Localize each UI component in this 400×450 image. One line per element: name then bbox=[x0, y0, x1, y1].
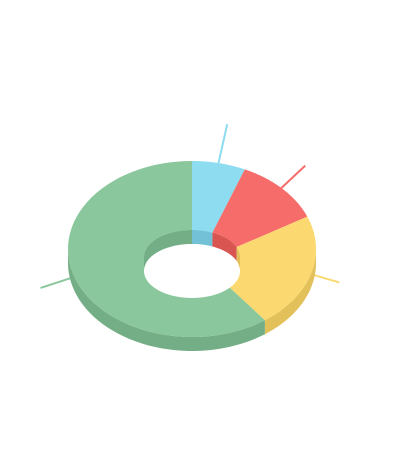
slice-1[interactable] bbox=[192, 161, 245, 233]
slice-2[interactable] bbox=[212, 169, 308, 248]
slice-inner-wall-3 bbox=[236, 247, 240, 271]
slice-3[interactable] bbox=[220, 216, 316, 321]
slice-inner-wall-2 bbox=[212, 232, 237, 262]
slice-inner-wall-1 bbox=[192, 230, 213, 247]
slice-side-4 bbox=[68, 249, 265, 351]
slice-inner-wall-4 bbox=[144, 230, 192, 271]
leader-line-1 bbox=[216, 124, 229, 170]
donut-hole bbox=[144, 244, 240, 298]
slice-side-3 bbox=[264, 249, 316, 335]
